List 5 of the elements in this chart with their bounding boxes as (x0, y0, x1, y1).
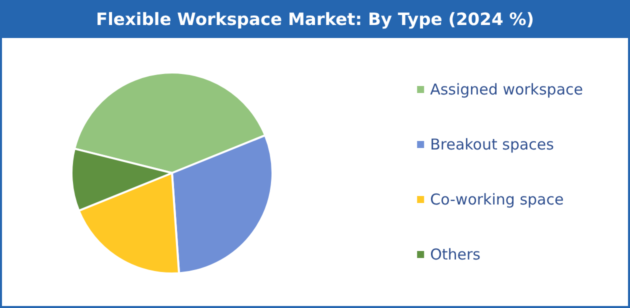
legend-label: Assigned workspace (430, 80, 584, 98)
legend-label: Co-working space (430, 190, 564, 208)
legend-label: Others (430, 246, 481, 264)
chart-title: Flexible Workspace Market: By Type (2024 %) (2, 2, 628, 38)
legend-label: Breakout spaces (430, 136, 554, 154)
